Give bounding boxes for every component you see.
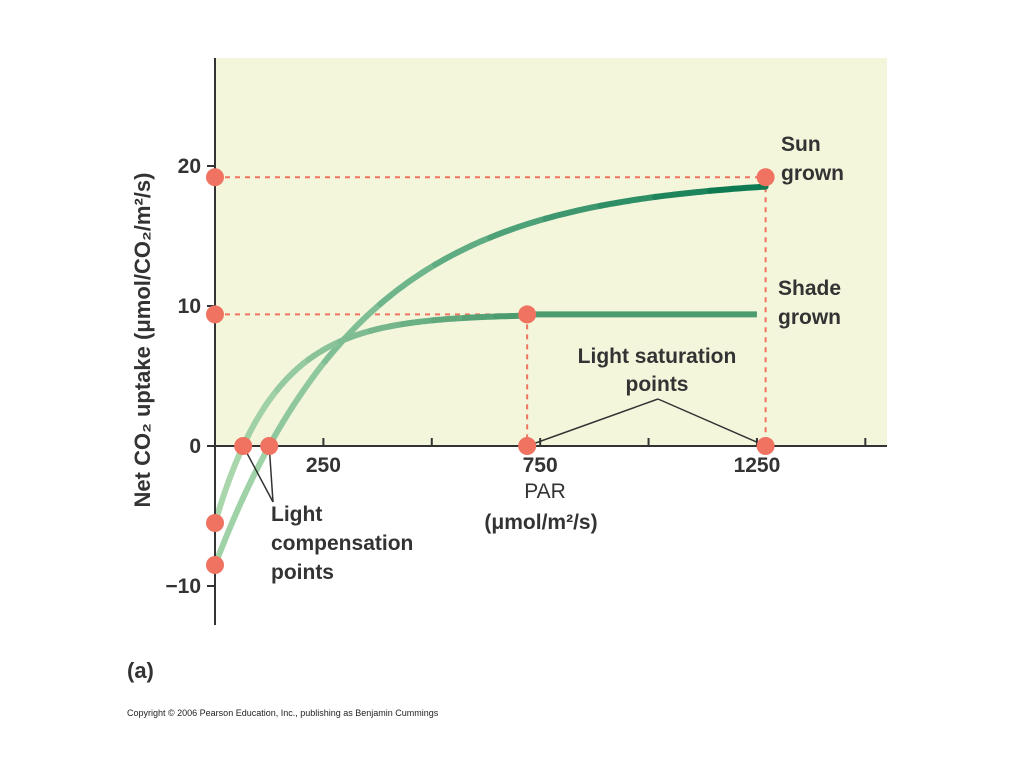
- curve-shade-segment: [461, 313, 499, 321]
- annotation-leaders: [242, 398, 766, 503]
- light-compensation-label-line2: compensation: [271, 532, 413, 555]
- x-ticks: 250 750 1250: [306, 438, 867, 477]
- light-compensation-label-line1: Light: [271, 503, 322, 526]
- curve-sun-segment: [597, 193, 659, 209]
- saturation-leader-shade: [526, 398, 659, 447]
- x-tick-label: 250: [306, 454, 341, 477]
- y-tick-label: 20: [178, 155, 201, 178]
- marker-sun-compensation: [260, 437, 279, 455]
- panel-label: (a): [127, 658, 154, 683]
- x-axis-label-line2: (μmol/m²/s): [484, 511, 597, 534]
- curve-shade-segment: [243, 386, 281, 443]
- y-ticks: −10 0 10 20: [165, 155, 215, 598]
- curve-shade-segment: [399, 317, 437, 328]
- curve-sun-segment: [267, 358, 329, 448]
- compensation-leader-shade: [242, 445, 274, 503]
- shade-grown-label-line1: Shade: [778, 277, 841, 300]
- curve-sun-segment: [542, 202, 604, 222]
- curve-sun-segment: [652, 187, 714, 200]
- light-saturation-label-line1: Light saturation: [578, 345, 737, 368]
- curve-shade-segment: [305, 338, 343, 363]
- curve-shade-segment: [368, 321, 406, 334]
- y-tick-label: −10: [165, 575, 201, 598]
- x-tick-label: 1250: [734, 454, 781, 477]
- shade-grown-label-line2: grown: [778, 306, 841, 329]
- sun-grown-label-line2: grown: [781, 162, 844, 185]
- plot-background: [215, 58, 887, 446]
- y-tick-label: 10: [178, 295, 201, 318]
- marker-shade-saturation-xaxis: [518, 437, 537, 455]
- curve-sun-segment: [322, 301, 384, 365]
- copyright-notice: Copyright © 2006 Pearson Education, Inc.…: [127, 708, 439, 718]
- light-compensation-label-line3: points: [271, 561, 334, 584]
- x-tick-label: 750: [523, 454, 558, 477]
- compensation-leader-sun: [268, 445, 274, 503]
- curve-sun-segment: [707, 183, 769, 194]
- saturation-leader-sun: [657, 398, 766, 447]
- marker-sun-start: [206, 556, 224, 574]
- curve-sun-segment: [212, 441, 274, 568]
- marker-shade-compensation: [234, 437, 253, 455]
- curve-shade-segment: [274, 356, 312, 393]
- curve-shade-segment: [336, 327, 375, 345]
- y-tick-label: 0: [189, 435, 201, 458]
- marker-sun-saturation-yaxis: [206, 168, 224, 187]
- marker-shade-saturation: [518, 305, 537, 324]
- y-axis-label: Net CO₂ uptake (μmol/CO₂/m²/s): [130, 173, 155, 508]
- marker-shade-start: [206, 514, 224, 532]
- point-markers: [206, 168, 775, 574]
- curve-shade-segment: [430, 314, 468, 324]
- curve-sun-segment: [377, 261, 439, 308]
- marker-sun-saturation-xaxis: [756, 437, 775, 455]
- marker-sun-saturation: [756, 168, 775, 187]
- marker-shade-saturation-yaxis: [206, 305, 224, 324]
- light-saturation-label-line2: points: [626, 373, 689, 396]
- curve-sun-segment: [487, 215, 549, 241]
- sun-grown-label-line1: Sun: [781, 133, 821, 156]
- x-axis-label-line1: PAR: [524, 480, 566, 503]
- curve-sun-segment: [432, 234, 494, 268]
